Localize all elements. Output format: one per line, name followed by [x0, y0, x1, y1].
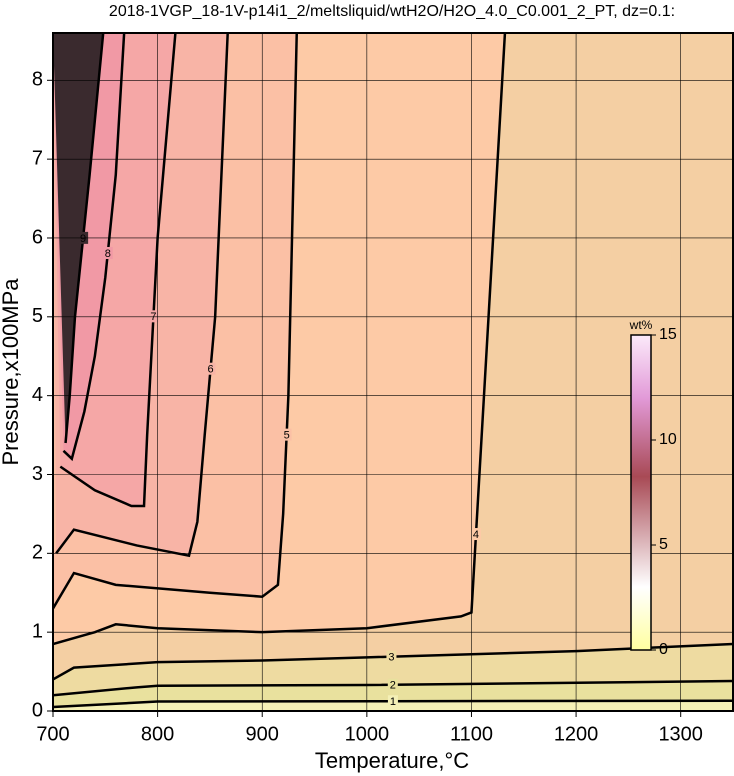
x-tick-label: 1200 [554, 723, 599, 745]
colorbar-label: wt% [629, 318, 653, 332]
plot-area: 4 5 6 7 8 9 3 2 1 [53, 33, 733, 711]
contour-label: 4 [473, 529, 479, 541]
y-tick-label: 8 [32, 69, 43, 91]
overlay: 700 800 900 1000 1100 1200 1300 0 1 2 3 4 5 6 7 8 wt% 0 5 1… [32, 32, 734, 745]
y-tick-label: 3 [32, 463, 43, 485]
contour-label-bg [102, 247, 113, 260]
x-tick-label: 900 [246, 723, 279, 745]
contour-label: 7 [150, 311, 156, 323]
contour-label: 1 [390, 696, 396, 708]
y-tick-label: 6 [32, 226, 43, 248]
y-tick-label: 7 [32, 147, 43, 169]
y-tick-label: 4 [32, 384, 43, 406]
x-tick-label: 800 [141, 723, 174, 745]
x-axis-label: Temperature,°C [315, 748, 469, 773]
contour-label: 2 [390, 680, 396, 692]
contour-line [55, 33, 229, 558]
colorbar-tick-label: 0 [659, 641, 668, 658]
chart-title: 2018-1VGP_18-1V-p14i1_2/meltsliquid/wtH2… [109, 3, 675, 20]
y-tick-label: 0 [32, 699, 43, 721]
x-tick-label: 1300 [658, 723, 703, 745]
x-tick-label: 700 [36, 723, 69, 745]
contour-label-bg [386, 650, 397, 663]
y-axis-label: Pressure,x100MPa [0, 278, 23, 466]
y-tick-label: 5 [32, 305, 43, 327]
contour-label-bg [470, 528, 481, 541]
y-tick-label: 1 [32, 620, 43, 642]
contour-label-bg [148, 310, 159, 323]
colorbar [630, 334, 652, 651]
x-tick-label: 1100 [450, 723, 493, 745]
contour-label: 9 [80, 233, 86, 245]
contour-label-bg [205, 362, 216, 375]
colorbar-tick-label: 15 [659, 326, 677, 343]
contour-label-bg [387, 678, 398, 691]
plot-frame [52, 32, 734, 712]
contour-label: 5 [284, 430, 290, 442]
contour-label-bg [281, 428, 292, 441]
contour-label: 8 [105, 248, 111, 260]
colorbar-tick-label: 5 [659, 536, 668, 553]
contour-line [62, 33, 126, 462]
contour-label: 6 [208, 364, 214, 376]
colorbar-tick-label: 10 [659, 431, 677, 448]
contour-label: 3 [388, 652, 394, 664]
y-tick-label: 2 [32, 542, 43, 564]
contour-label-bg [387, 695, 398, 708]
x-tick-label: 1000 [345, 723, 390, 745]
contour-line [53, 642, 733, 681]
